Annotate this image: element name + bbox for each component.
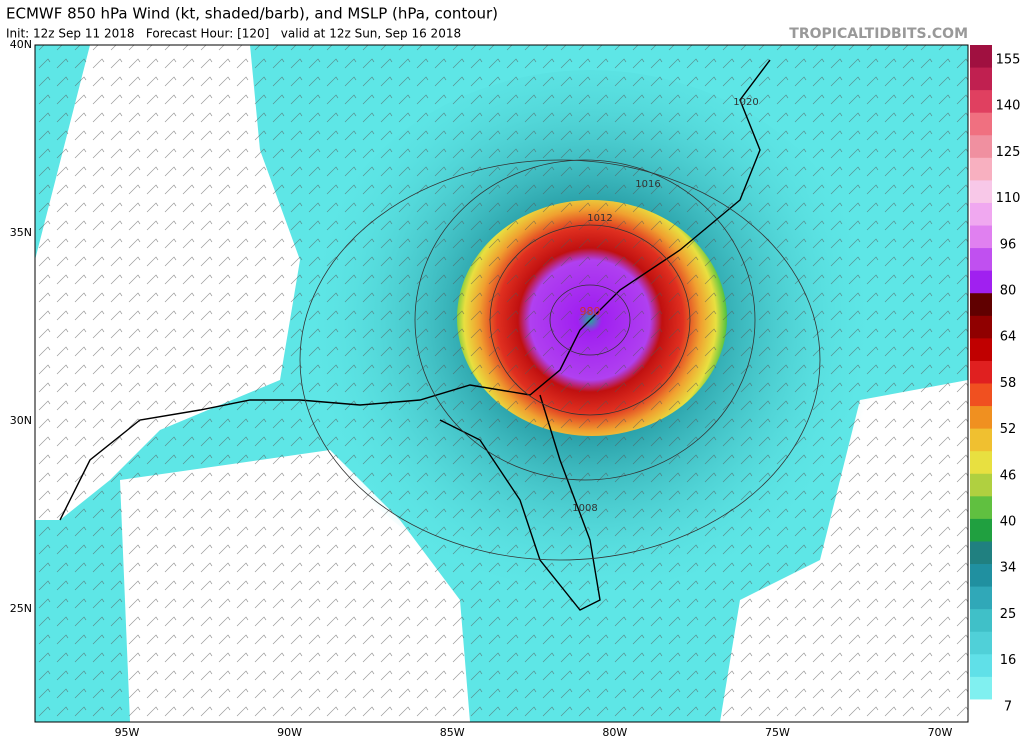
watermark: TROPICALTIDBITS.COM	[789, 26, 968, 42]
colorbar-label: 40	[1000, 515, 1017, 530]
colorbar-label: 64	[1000, 330, 1017, 345]
colorbar-segment	[970, 631, 992, 655]
colorbar-segment	[970, 586, 992, 610]
colorbar-segment	[970, 654, 992, 678]
colorbar-label: 125	[996, 145, 1021, 160]
colorbar-segment	[970, 451, 992, 475]
colorbar-label: 7	[1004, 699, 1012, 714]
colorbar-segment	[970, 202, 992, 227]
colorbar-label: 80	[1000, 284, 1017, 299]
lon-label: 75W	[765, 726, 790, 739]
colorbar-segment	[970, 315, 992, 339]
lat-label: 40N	[10, 38, 32, 51]
colorbar-segment	[970, 248, 992, 272]
lon-label: 80W	[602, 726, 627, 739]
colorbar-label: 155	[996, 53, 1021, 68]
colorbar-segment	[970, 564, 992, 588]
colorbar-segment	[970, 338, 992, 362]
colorbar-segment	[970, 518, 992, 542]
subtitle: Init: 12z Sep 11 2018 Forecast Hour: [12…	[6, 27, 461, 41]
colorbar-segment	[970, 112, 992, 136]
colorbar-label: 110	[996, 191, 1021, 206]
contour-label: 1008	[572, 503, 597, 514]
colorbar-segment	[970, 90, 992, 114]
colorbar-segment	[970, 45, 992, 69]
lon-label: 70W	[928, 726, 953, 739]
colorbar-segment	[970, 67, 992, 91]
colorbar-label: 58	[1000, 376, 1017, 391]
colorbar-label: 34	[1000, 561, 1017, 576]
lat-label: 25N	[10, 602, 32, 615]
lat-label: 30N	[10, 414, 32, 427]
colorbar-label: 46	[1000, 468, 1017, 483]
lat-label: 35N	[10, 226, 32, 239]
lon-label: 85W	[440, 726, 465, 739]
colorbar-segment	[970, 180, 992, 204]
colorbar-segment	[970, 270, 992, 294]
colorbar-label: 16	[1000, 653, 1017, 668]
contour-label: 1020	[733, 97, 758, 108]
colorbar: 155 140 125 110 96 80 64 58 52 46 40 34 25 16 7	[970, 45, 1020, 723]
colorbar-segment	[970, 293, 992, 317]
lon-label: 95W	[115, 726, 140, 739]
contour-label: 1012	[587, 213, 612, 224]
contour-label: 1016	[635, 179, 660, 190]
colorbar-segment	[970, 360, 992, 384]
colorbar-label: 96	[1000, 237, 1017, 252]
colorbar-label: 140	[996, 99, 1021, 114]
colorbar-segment	[970, 473, 992, 497]
lon-label: 90W	[277, 726, 302, 739]
colorbar-segment	[970, 157, 992, 181]
colorbar-segment	[970, 541, 992, 565]
contour-label: 980	[580, 305, 601, 318]
colorbar-segment	[970, 428, 992, 452]
colorbar-segment	[970, 225, 992, 249]
colorbar-segment	[970, 699, 992, 723]
colorbar-segment	[970, 135, 992, 159]
title: ECMWF 850 hPa Wind (kt, shaded/barb), an…	[6, 5, 498, 23]
colorbar-segment	[970, 383, 992, 407]
colorbar-label: 52	[1000, 422, 1017, 437]
colorbar-segment	[970, 406, 992, 430]
colorbar-segment	[970, 609, 992, 633]
colorbar-segment	[970, 676, 992, 700]
colorbar-label: 25	[1000, 607, 1017, 622]
colorbar-segment	[970, 496, 992, 520]
map	[34, 44, 969, 723]
